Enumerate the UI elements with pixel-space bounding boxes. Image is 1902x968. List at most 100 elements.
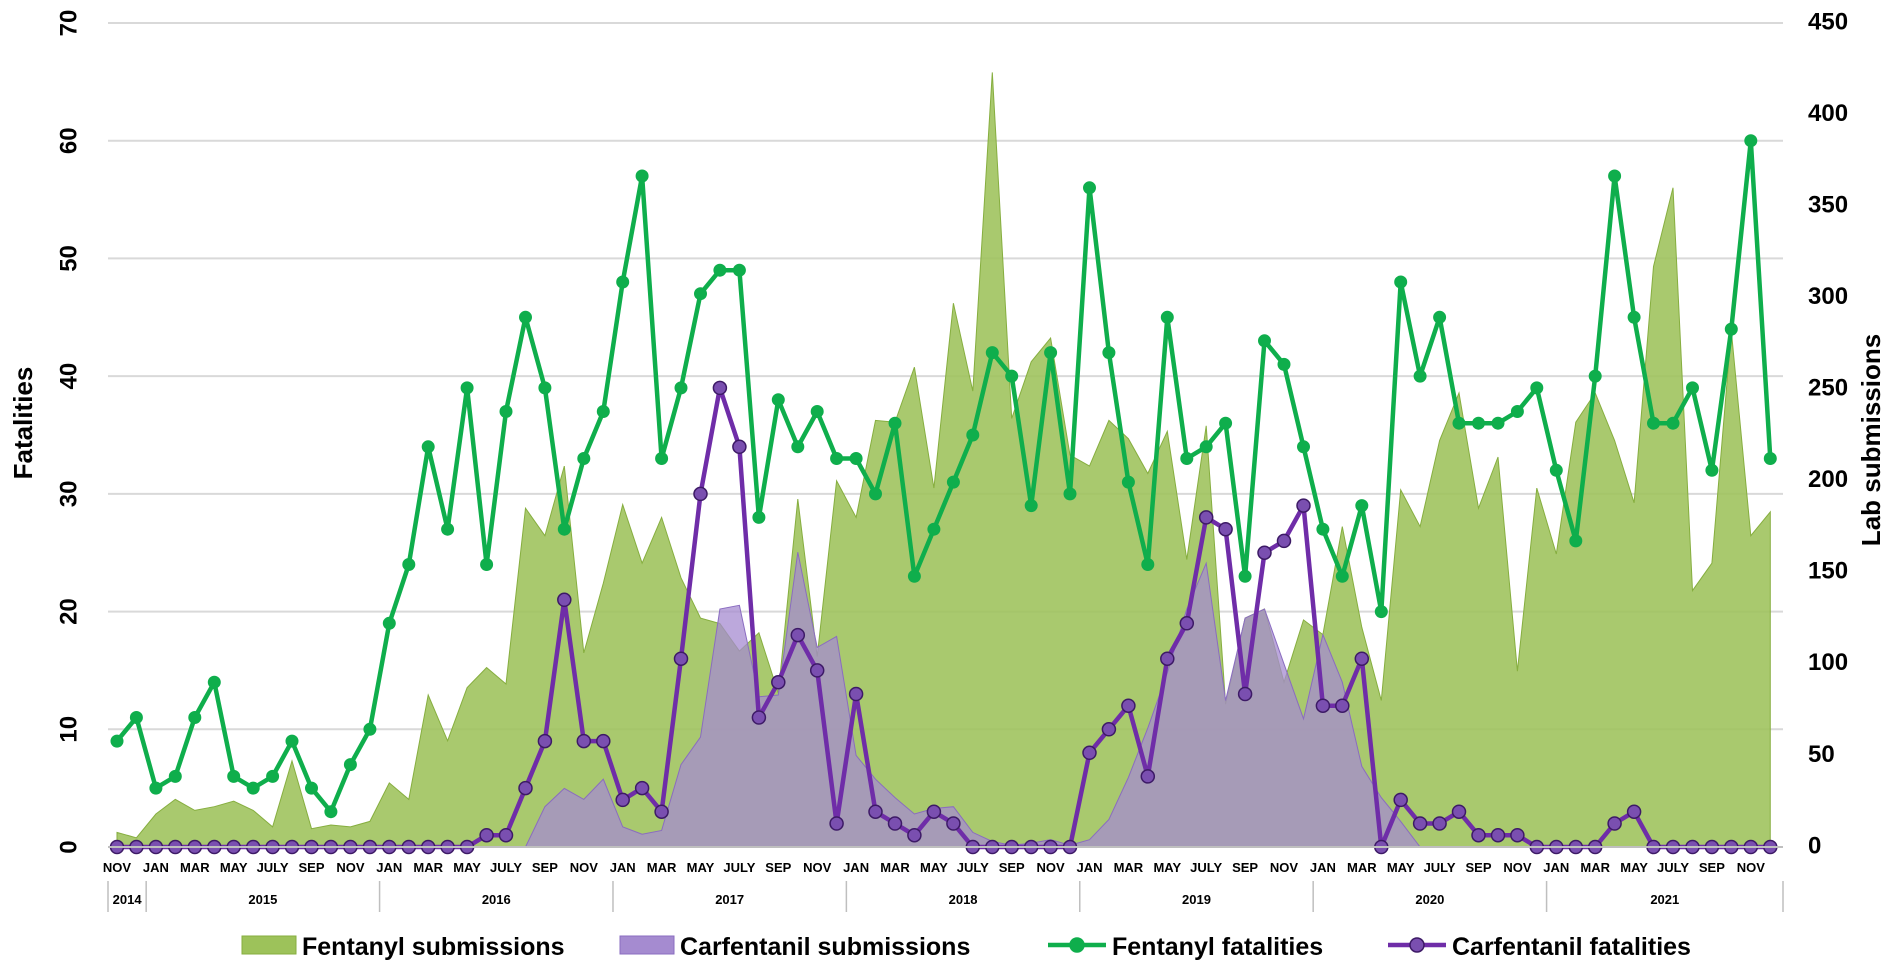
- x-tick-label: SEP: [999, 860, 1025, 875]
- fentanyl-fatalities-point: [1044, 346, 1058, 360]
- x-tick-label: MAR: [647, 860, 677, 875]
- carfentanil-fatalities-point: [771, 674, 786, 690]
- fentanyl-fatalities-point: [1219, 416, 1233, 430]
- fentanyl-fatalities-point: [1102, 346, 1116, 360]
- fentanyl-fatalities-point: [168, 769, 182, 783]
- fentanyl-fatalities-point: [227, 769, 241, 783]
- x-tick-label: MAY: [220, 860, 248, 875]
- carfentanil-fatalities-point: [654, 804, 669, 819]
- fentanyl-fatalities-point: [1063, 487, 1077, 501]
- fentanyl-fatalities-point: [305, 781, 318, 795]
- fentanyl-fatalities-point: [1083, 181, 1096, 195]
- y-tick-label: 60: [55, 127, 82, 154]
- carfentanil-fatalities-point: [868, 804, 883, 819]
- fentanyl-fatalities-point: [907, 569, 921, 583]
- fentanyl-fatalities-point: [460, 381, 474, 395]
- fentanyl-fatalities-point: [1433, 310, 1447, 324]
- carfentanil-fatalities-point: [1140, 769, 1156, 784]
- fentanyl-fatalities-point: [1549, 463, 1563, 477]
- carfentanil-submissions-legend-label: Carfentanil submissions: [680, 933, 970, 961]
- x-tick-label: JULY: [257, 860, 289, 875]
- fentanyl-fatalities-point: [694, 287, 707, 301]
- fentanyl-fatalities-point: [110, 734, 124, 748]
- carfentanil-fatalities-point: [1626, 804, 1642, 819]
- x-tick-label: JAN: [1076, 860, 1102, 875]
- fentanyl-fatalities-point: [1705, 463, 1719, 477]
- carfentanil-fatalities-legend-label: Carfentanil fatalities: [1452, 933, 1691, 961]
- fentanyl-fatalities-legend-label: Fentanyl fatalities: [1112, 933, 1323, 961]
- x-tick-label: JULY: [1424, 860, 1456, 875]
- fentanyl-fatalities-point: [810, 405, 824, 418]
- carfentanil-fatalities-point: [673, 651, 689, 666]
- carfentanil-fatalities-point: [946, 816, 961, 831]
- fentanyl-fatalities-point: [1472, 416, 1485, 430]
- carfentanil-fatalities-point: [732, 439, 747, 455]
- y2-tick-label: 150: [1808, 558, 1848, 585]
- fentanyl-fatalities-point: [363, 722, 377, 736]
- fentanyl-fatalities-point: [382, 616, 396, 630]
- fentanyl-fatalities-point: [519, 310, 532, 324]
- x-tick-label: MAR: [1114, 860, 1144, 875]
- fentanyl-fatalities-point: [1141, 558, 1155, 571]
- carfentanil-fatalities-point: [615, 792, 630, 808]
- year-label: 2021: [1650, 892, 1679, 907]
- fentanyl-fatalities-point: [752, 510, 766, 524]
- fentanyl-fatalities-point: [791, 440, 805, 454]
- carfentanil-fatalities-point: [848, 686, 864, 702]
- x-tick-label: JULY: [490, 860, 522, 875]
- y2-tick-label: 350: [1808, 191, 1848, 218]
- x-tick-label: SEP: [765, 860, 791, 875]
- fentanyl-fatalities-point: [1491, 416, 1505, 430]
- x-tick-label: MAR: [413, 860, 443, 875]
- y-tick-label: 10: [55, 716, 82, 743]
- carfentanil-fatalities-legend-marker: [1409, 937, 1425, 953]
- carfentanil-fatalities-point: [693, 486, 708, 502]
- y-axis-title: Fatalities: [8, 367, 38, 480]
- y2-tick-label: 100: [1808, 649, 1848, 676]
- fentanyl-fatalities-point: [1569, 534, 1583, 548]
- year-label: 2016: [482, 892, 511, 907]
- fentanyl-fatalities-point: [1258, 334, 1271, 348]
- fentanyl-fatalities-point: [538, 381, 552, 395]
- x-tick-label: NOV: [1037, 860, 1066, 875]
- fentanyl-fatalities-point: [1627, 310, 1641, 324]
- y2-tick-label: 400: [1808, 100, 1848, 127]
- x-tick-label: JAN: [1543, 860, 1569, 875]
- carfentanil-fatalities-point: [829, 816, 844, 831]
- carfentanil-fatalities-point: [634, 780, 650, 796]
- carfentanil-fatalities-point: [1490, 827, 1506, 843]
- x-tick-label: JULY: [1190, 860, 1222, 875]
- fentanyl-fatalities-point: [577, 452, 591, 465]
- carfentanil-fatalities-point: [596, 733, 611, 749]
- y2-tick-label: 450: [1808, 8, 1848, 35]
- fentanyl-fatalities-point: [343, 758, 357, 772]
- carfentanil-fatalities-point: [1101, 722, 1117, 737]
- y2-tick-label: 0: [1808, 832, 1821, 859]
- fentanyl-fatalities-point: [499, 405, 513, 418]
- x-tick-label: MAY: [1620, 860, 1648, 875]
- fentanyl-fatalities-point: [266, 769, 280, 783]
- fentanyl-fatalities-point: [1335, 569, 1349, 583]
- fentanyl-fatalities-point: [1160, 310, 1174, 324]
- carfentanil-fatalities-point: [1237, 686, 1253, 702]
- carfentanil-submissions-legend-swatch: [619, 935, 675, 955]
- carfentanil-fatalities-point: [887, 816, 903, 831]
- y2-tick-label: 200: [1808, 466, 1848, 493]
- x-tick-label: JULY: [957, 860, 989, 875]
- carfentanil-fatalities-point: [537, 733, 553, 749]
- carfentanil-fatalities-point: [926, 804, 942, 819]
- y2-axis-title: Lab submissions: [1856, 334, 1886, 546]
- fentanyl-fatalities-point: [1666, 416, 1680, 430]
- fentanyl-fatalities-point: [1510, 405, 1524, 418]
- fentanyl-fatalities-point: [149, 781, 163, 795]
- carfentanil-fatalities-point: [1315, 698, 1331, 713]
- carfentanil-fatalities-point: [1335, 698, 1350, 713]
- fentanyl-fatalities-point: [1316, 522, 1330, 536]
- x-tick-label: NOV: [1737, 860, 1766, 875]
- y-tick-label: 70: [55, 10, 82, 37]
- carfentanil-fatalities-point: [712, 380, 728, 396]
- axes: 0 10 20 30 40 50 60 70 0 50 100 150 200 250 300 350 400 4…: [55, 8, 1848, 912]
- x-tick-label: SEP: [298, 860, 324, 875]
- fentanyl-fatalities-point: [1724, 322, 1738, 336]
